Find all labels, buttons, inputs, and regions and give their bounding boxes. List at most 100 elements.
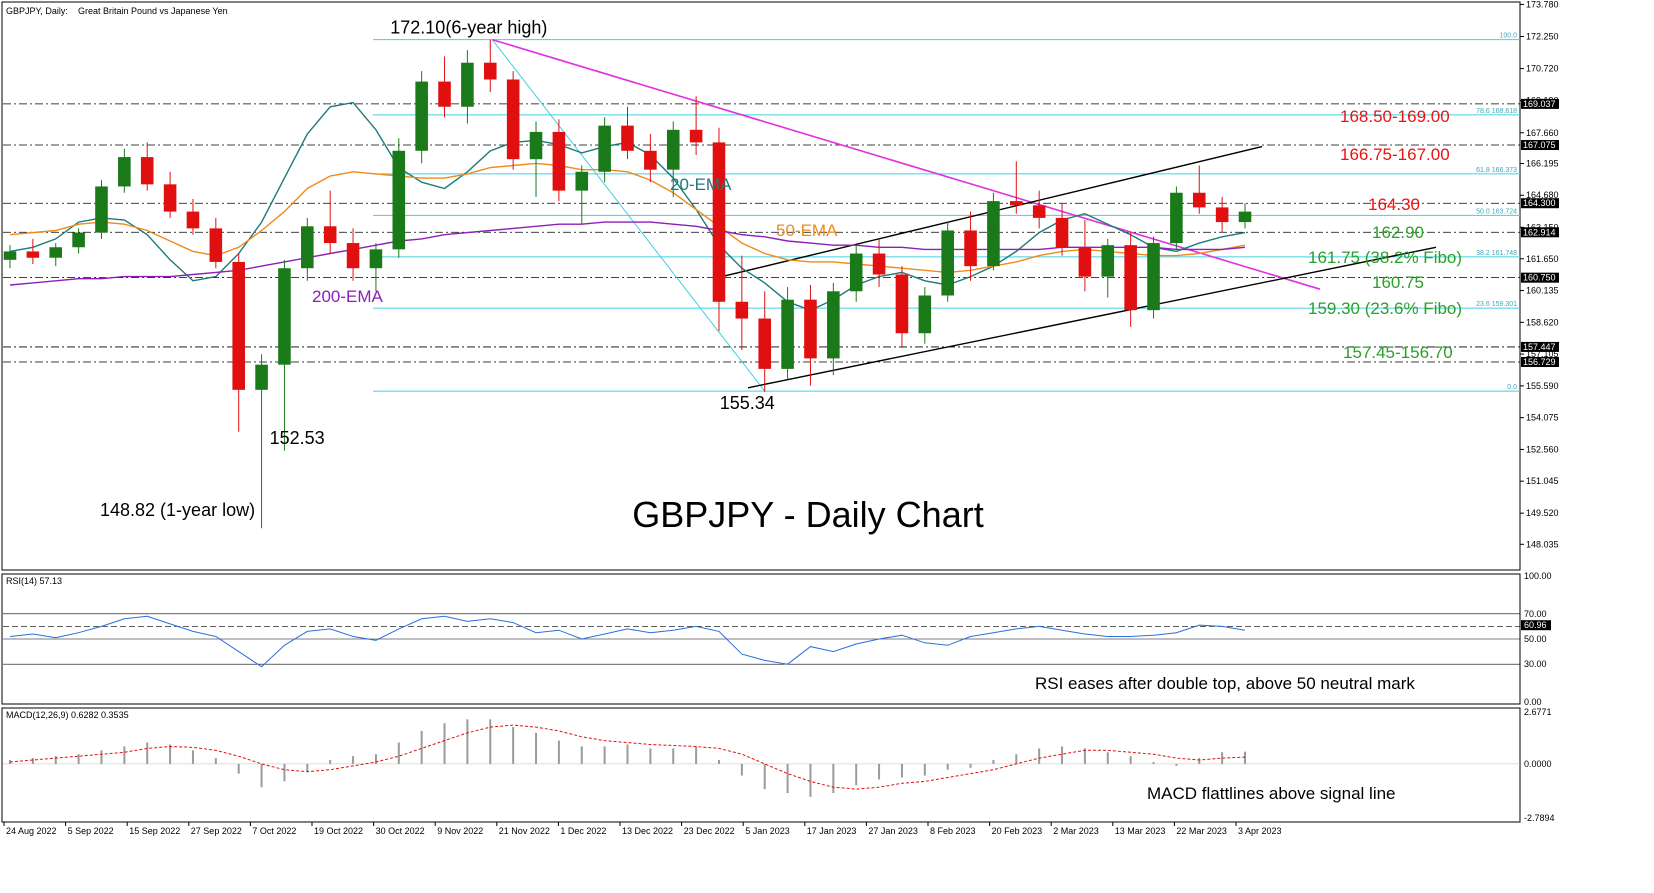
date-tick-label: 27 Jan 2023: [868, 826, 918, 836]
date-tick-label: 15 Sep 2022: [129, 826, 180, 836]
candle-body: [964, 230, 977, 267]
macd-histogram-bar: [329, 760, 332, 764]
date-tick-label: 23 Dec 2022: [684, 826, 735, 836]
candle-body: [461, 62, 474, 107]
candle-body: [1238, 211, 1252, 223]
trend-lines: [492, 38, 1437, 389]
candle-body: [506, 79, 520, 160]
macd-histogram-bar: [214, 758, 217, 764]
macd-histogram-bar: [1152, 761, 1155, 764]
macd-panel: 2.6771 0.0000 -2.7894: [3, 707, 1555, 823]
macd-panel-frame: [1, 707, 1521, 823]
rsi-line: [9, 615, 1246, 668]
candle-body: [598, 125, 611, 172]
chart-title: GBPJPY - Daily Chart: [632, 494, 983, 535]
date-tick-label: 24 Aug 2022: [6, 826, 57, 836]
macd-histogram-bar: [374, 754, 377, 764]
candlesticks: [3, 39, 1252, 529]
price-annotation: 172.10(6-year high): [390, 18, 547, 38]
rsi-annotation: RSI eases after double top, above 50 neu…: [1035, 674, 1415, 693]
price-panel-frame: [1, 1, 1521, 571]
macd-histogram-bar: [169, 744, 172, 764]
macd-histogram-bar: [1015, 754, 1018, 764]
date-tick-label: 30 Oct 2022: [376, 826, 425, 836]
candle-body: [575, 171, 589, 191]
macd-histogram-bar: [1221, 752, 1224, 764]
candle-body: [1101, 245, 1115, 277]
candle-body: [529, 131, 543, 160]
macd-histogram-bar: [1061, 746, 1064, 764]
date-tick-label: 22 Mar 2023: [1176, 826, 1227, 836]
date-tick-label: 17 Jan 2023: [807, 826, 857, 836]
candle-body: [621, 125, 634, 151]
price-tick-label: 167.660: [1526, 128, 1559, 138]
candle-body: [1055, 217, 1069, 248]
candle-body: [552, 131, 566, 191]
date-tick-label: 27 Sep 2022: [191, 826, 242, 836]
price-annotation: 50-EMA: [776, 221, 838, 240]
fibo-level-label: 61.8 166.373: [1476, 167, 1517, 174]
macd-histogram-bar: [443, 723, 446, 764]
macd-histogram-bar: [649, 748, 652, 764]
candle-body: [209, 228, 223, 262]
candle-body: [918, 295, 932, 334]
macd-histogram-bar: [260, 763, 263, 788]
macd-histogram-bar: [900, 763, 903, 778]
macd-title: MACD(12,26,9) 0.6282 0.3535: [6, 710, 129, 720]
macd-histogram-bar: [763, 763, 766, 790]
candle-body: [781, 299, 794, 369]
macd-annotation: MACD flattlines above signal line: [1147, 784, 1396, 803]
rsi-tick-label: 70.00: [1524, 609, 1547, 619]
fibo-level-label: 78.6 168.618: [1476, 108, 1517, 115]
macd-tick-label: 2.6771: [1524, 707, 1552, 717]
price-tick-label: 152.560: [1526, 444, 1559, 454]
date-tick-label: 8 Feb 2023: [930, 826, 976, 836]
price-annotation: 157.45-156.70: [1343, 343, 1453, 362]
fibo-level-label: 100.0: [1499, 33, 1517, 40]
candle-body: [483, 62, 497, 80]
macd-histogram-bar: [740, 763, 743, 776]
level-label-box: [1521, 272, 1559, 283]
price-tick-label: 149.520: [1526, 508, 1559, 518]
candle-body: [438, 81, 451, 107]
price-grid: [3, 103, 1520, 363]
candle-body: [849, 253, 863, 292]
macd-histogram-bar: [237, 763, 240, 774]
rsi-title: RSI(14) 57.13: [6, 576, 62, 586]
candle-body: [278, 268, 291, 365]
date-tick-label: 19 Oct 2022: [314, 826, 363, 836]
price-annotation: 148.82 (1-year low): [100, 500, 255, 520]
symbol-description: Great Britain Pound vs Japanese Yen: [78, 6, 228, 16]
macd-histogram-bar: [580, 746, 583, 764]
level-label-box: [1521, 140, 1559, 151]
level-label-box: [1521, 227, 1559, 238]
date-tick-label: 1 Dec 2022: [560, 826, 606, 836]
candle-body: [804, 299, 817, 359]
price-annotation: 160.75: [1372, 273, 1424, 292]
macd-histogram-bar: [603, 746, 606, 764]
fibo-diagonal: [491, 39, 766, 392]
date-tick-label: 3 Apr 2023: [1238, 826, 1282, 836]
macd-histogram-bar: [1083, 748, 1086, 764]
rsi-tick-label: 0.00: [1524, 697, 1542, 707]
candle-body: [987, 201, 1000, 267]
candle-body: [712, 142, 726, 302]
macd-histogram-bar: [535, 732, 538, 764]
candle-body: [666, 129, 680, 170]
macd-histogram-bar: [695, 746, 698, 764]
price-annotation: 166.75-167.00: [1340, 145, 1450, 164]
candle-body: [3, 251, 17, 260]
fibo-level-label: 23.6 159.301: [1476, 301, 1517, 308]
channel-lower-line: [747, 246, 1437, 389]
candle-body: [1010, 201, 1023, 206]
price-annotation: 200-EMA: [312, 287, 384, 306]
level-label: 169.037: [1523, 99, 1556, 109]
price-tick-label: 166.195: [1526, 158, 1559, 168]
macd-histogram-bar: [1038, 748, 1041, 764]
price-annotations: 172.10(6-year high) 152.53 148.82 (1-year …: [100, 18, 1462, 520]
level-label: 162.914: [1523, 227, 1556, 237]
rsi-tick-label: 30.00: [1524, 659, 1547, 669]
macd-histogram-bar: [878, 763, 881, 780]
